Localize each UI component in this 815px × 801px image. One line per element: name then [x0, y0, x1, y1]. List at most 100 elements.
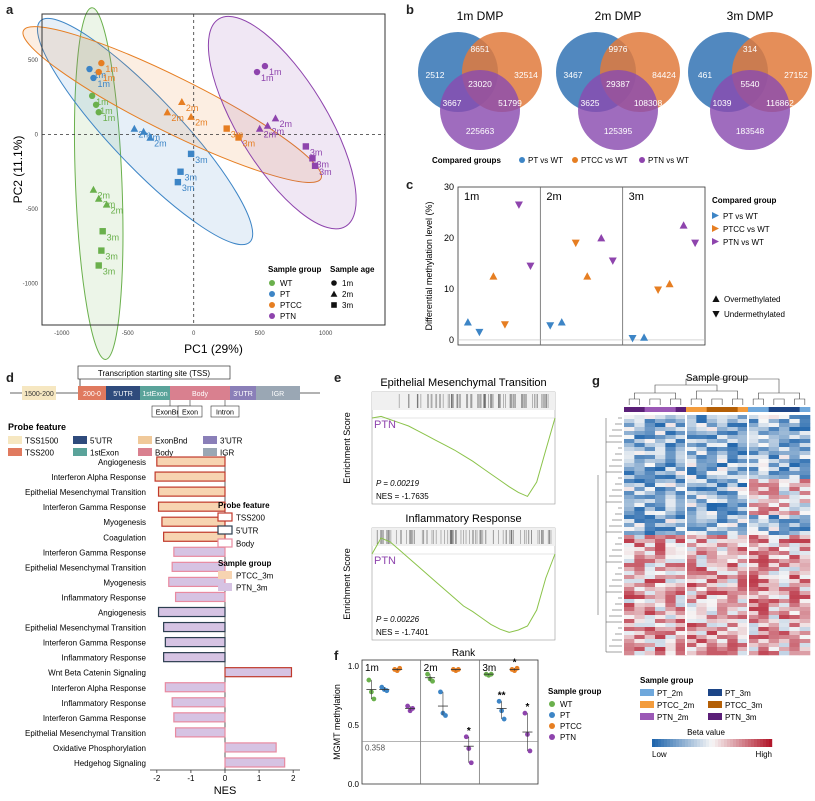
heatmap-cell: [789, 543, 800, 548]
heatmap-cell: [758, 555, 769, 560]
spacer: [400, 175, 403, 178]
heatmap-cell: [779, 519, 790, 524]
colorbar-cell: [691, 739, 695, 747]
heatmap-cell: [779, 439, 790, 444]
heatmap-cell: [737, 523, 749, 528]
heatmap-cell: [717, 599, 728, 604]
heatmap-cell: [717, 627, 728, 632]
heatmap-cell: [789, 459, 800, 464]
heatmap-cell: [727, 575, 738, 580]
heatmap-cell: [717, 643, 728, 648]
heatmap-cell: [779, 535, 790, 540]
point-label: 1m: [100, 106, 113, 116]
heatmap-cell: [789, 583, 800, 588]
heatmap-cell: [675, 631, 687, 636]
heatmap-cell: [737, 563, 749, 568]
nes-bar: [157, 501, 226, 512]
heatmap-cell: [768, 479, 780, 484]
data-point: [146, 133, 154, 141]
heatmap-cell: [634, 419, 645, 424]
heatmap-cell: [779, 471, 790, 476]
heatmap-cell: [655, 447, 666, 452]
heatmap-cell: [727, 559, 738, 564]
heatmap-cell: [624, 427, 635, 432]
heatmap-cell: [727, 527, 738, 532]
heatmap-cell: [727, 639, 738, 644]
group-bar-cell: [696, 407, 707, 412]
legend-shape: [330, 290, 338, 297]
heatmap-cell: [675, 619, 687, 624]
heatmap-cell: [789, 495, 800, 500]
point-label: 3m: [107, 232, 120, 242]
heatmap-cell: [768, 547, 780, 552]
heatmap-cell: [624, 447, 635, 452]
heatmap-cell: [675, 423, 687, 428]
heatmap-cell: [706, 495, 718, 500]
differential-methylation-plot: 1m 2m 3m 0 10 20 30 Differential methylation le…: [400, 175, 785, 346]
nes-bar: [173, 712, 226, 723]
heatmap-cell: [624, 567, 635, 572]
legend-label: 1m: [342, 279, 353, 288]
heatmap-cell: [655, 431, 666, 436]
heatmap-cell: [644, 575, 656, 580]
heatmap-cell: [727, 515, 738, 520]
heatmap-cell: [696, 603, 707, 608]
nes-bar: [163, 531, 226, 542]
sub-label: ExonBnd: [156, 410, 185, 417]
heatmap-cell: [665, 539, 676, 544]
heatmap-cell: [655, 435, 666, 440]
heatmap-cell: [748, 479, 759, 484]
colorbar-cell: [748, 739, 752, 747]
heatmap-cell: [799, 551, 811, 556]
heatmap-cell: [644, 563, 656, 568]
heatmap-cell: [624, 607, 635, 612]
heatmap-cell: [696, 539, 707, 544]
heatmap-cell: [675, 511, 687, 516]
heatmap-cell: [706, 651, 718, 656]
point-label: 2m: [148, 133, 161, 143]
heatmap-cell: [665, 607, 676, 612]
heatmap-cell: [675, 627, 687, 632]
heatmap-title: Sample group: [686, 373, 749, 384]
heatmap-cell: [717, 595, 728, 600]
heatmap-cell: [624, 643, 635, 648]
probe-legend-title: Probe feature: [8, 422, 66, 432]
heatmap-cell: [727, 419, 738, 424]
point-label: 1m: [269, 67, 282, 77]
heatmap-cell: [737, 459, 749, 464]
heatmap-cell: [727, 595, 738, 600]
heatmap-cell: [737, 599, 749, 604]
heatmap-cell: [737, 591, 749, 596]
heatmap-cell: [634, 615, 645, 620]
heatmap-cell: [768, 519, 780, 524]
data-point: [371, 696, 377, 702]
heatmap-cell: [748, 519, 759, 524]
heatmap-cell: [758, 619, 769, 624]
gene-segment: [170, 386, 230, 400]
heatmap-cell: [696, 511, 707, 516]
x-tick-label: 0: [192, 331, 196, 337]
heatmap-cell: [768, 539, 780, 544]
heatmap-cell: [706, 555, 718, 560]
heatmap-cell: [768, 431, 780, 436]
heatmap-cell: [758, 439, 769, 444]
heatmap-cell: [768, 627, 780, 632]
heatmap-cell: [779, 611, 790, 616]
nes-bar: [157, 486, 226, 497]
heatmap-cell: [644, 583, 656, 588]
heatmap-cell: [789, 563, 800, 568]
heatmap-cell: [665, 487, 676, 492]
heatmap-cell: [717, 495, 728, 500]
heatmap-cell: [644, 495, 656, 500]
heatmap-cell: [727, 519, 738, 524]
heatmap-cell: [758, 583, 769, 588]
category-label: Wnt Beta Catenin Signaling: [48, 669, 146, 678]
heatmap-cell: [727, 535, 738, 540]
heatmap-cell: [717, 491, 728, 496]
heatmap-cell: [624, 543, 635, 548]
heatmap-cell: [655, 507, 666, 512]
heatmap-cell: [789, 483, 800, 488]
heatmap-cell: [706, 471, 718, 476]
heatmap-cell: [727, 563, 738, 568]
colorbar-cell: [733, 739, 737, 747]
